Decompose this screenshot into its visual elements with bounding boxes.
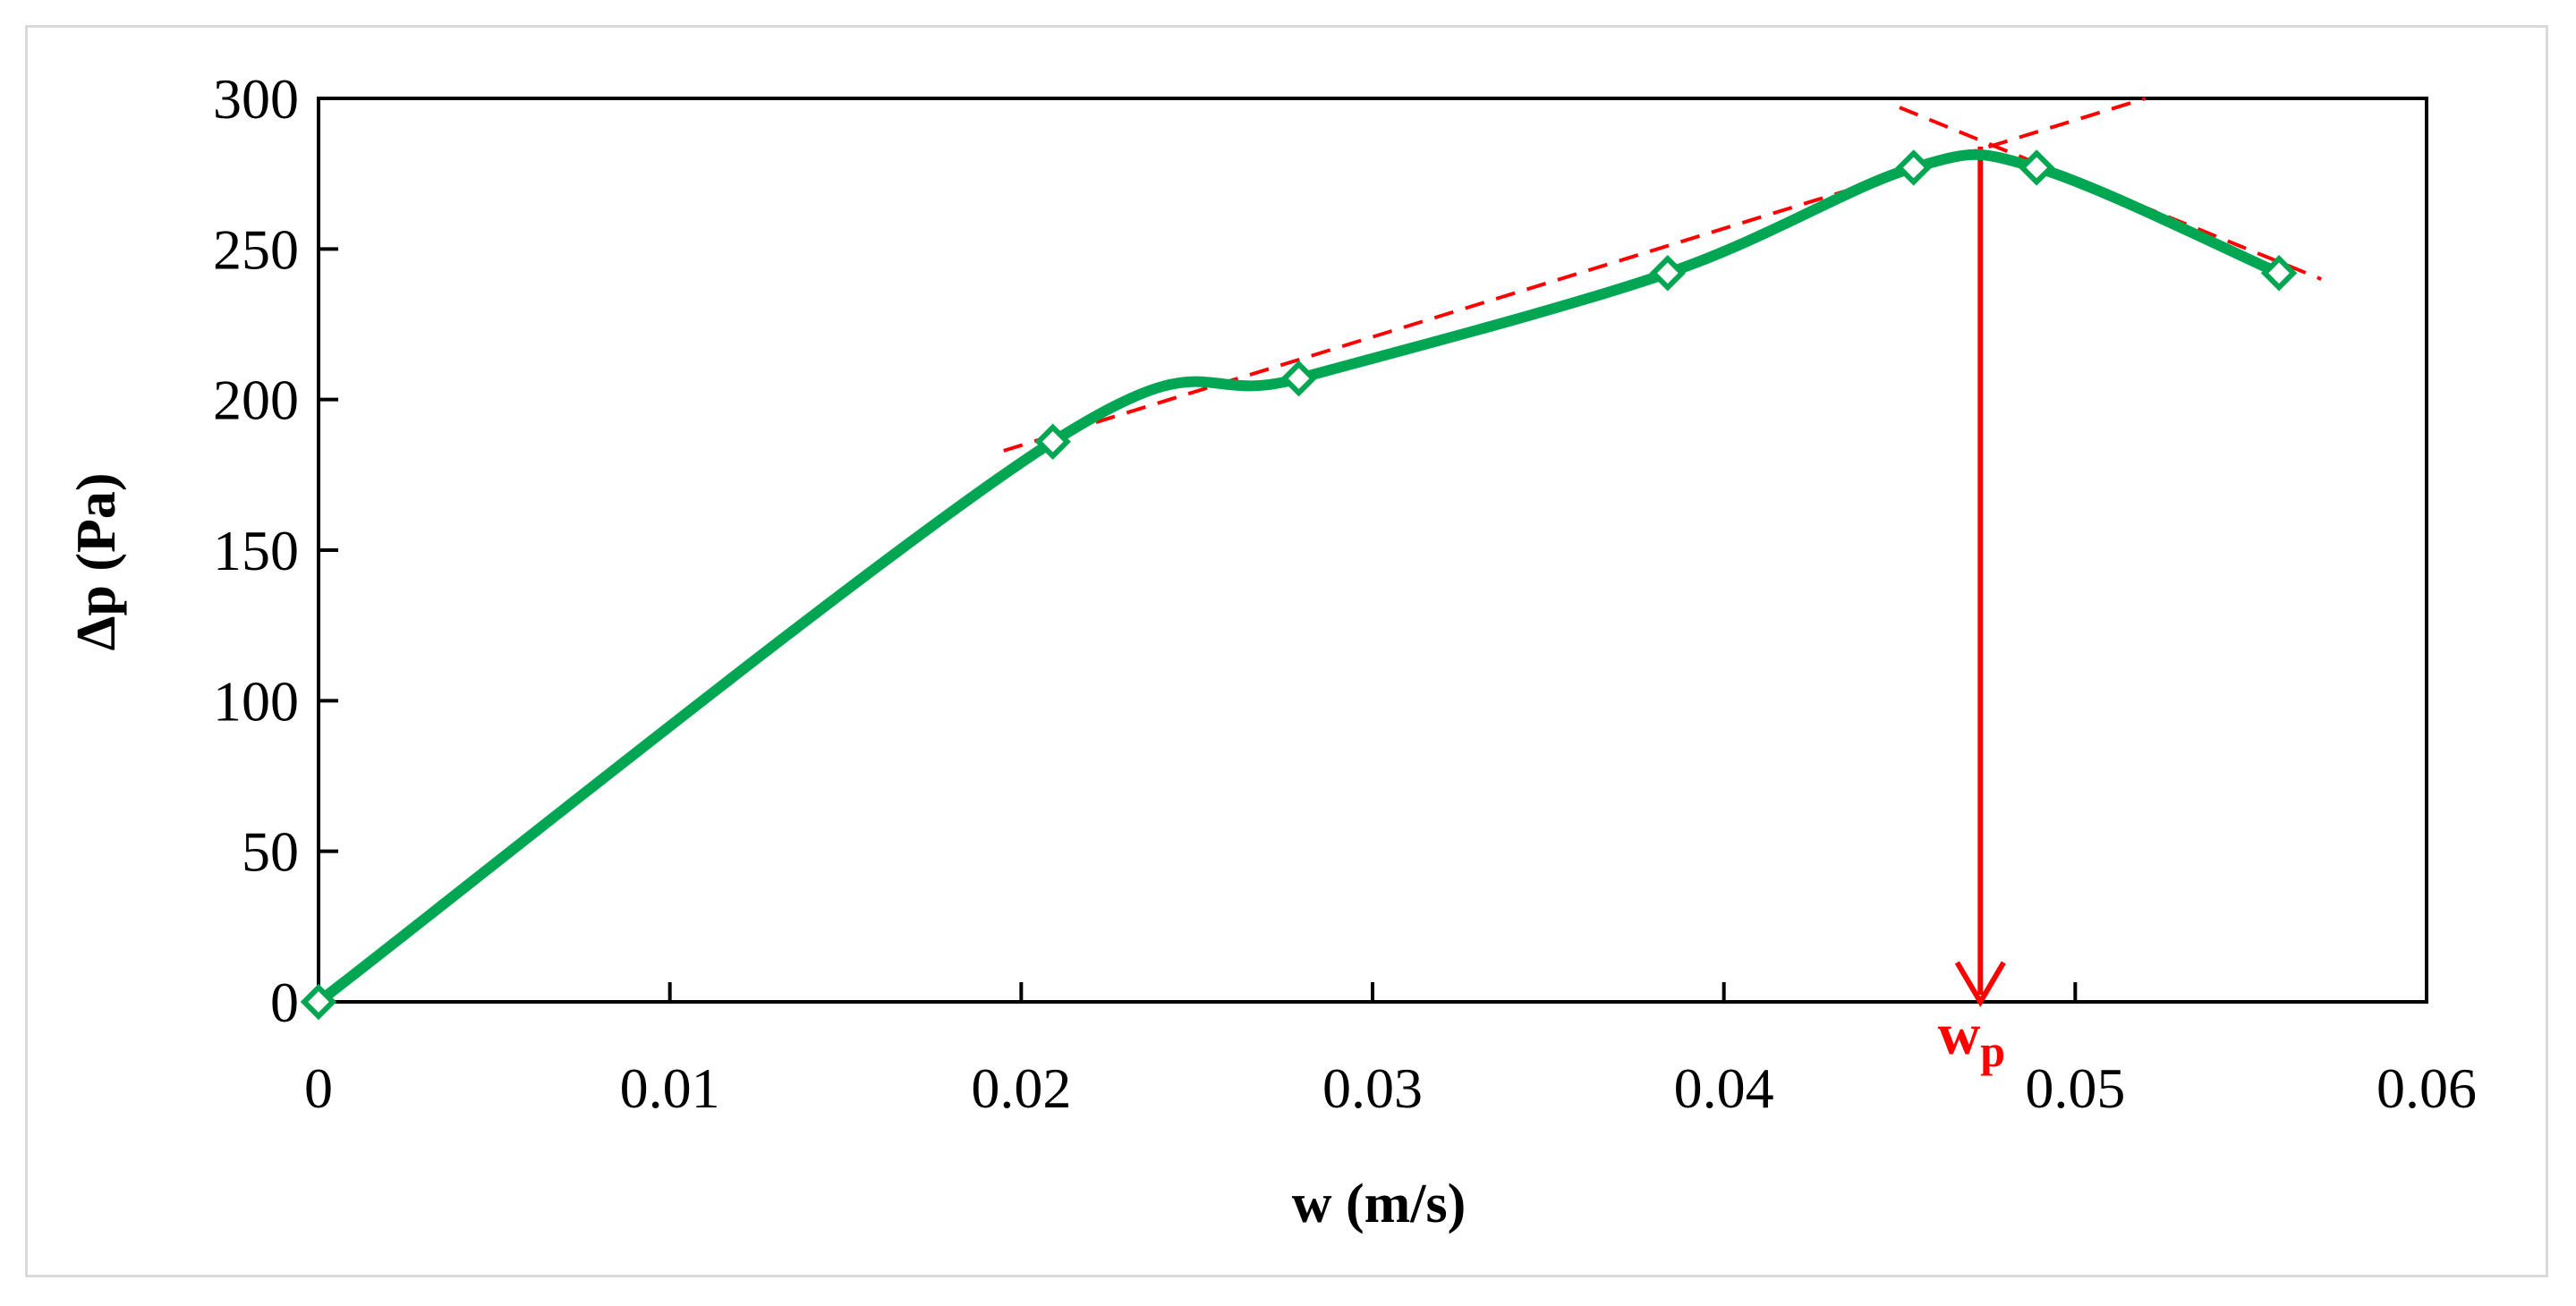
wp-label: wp <box>1938 1002 2005 1076</box>
data-point-marker <box>1895 149 1932 186</box>
wp-arrow-head <box>1954 961 2006 1007</box>
x-tick-label: 0.04 <box>1674 1056 1774 1120</box>
plot-area-border <box>317 97 2428 1004</box>
data-point-marker <box>2260 255 2298 292</box>
x-tick-label: 0 <box>304 1056 333 1120</box>
data-point-marker <box>1034 423 1071 461</box>
y-tick-label: 150 <box>213 519 299 582</box>
data-point-marker <box>1649 255 1687 292</box>
x-tick-label: 0.01 <box>620 1056 720 1120</box>
data-point-marker <box>1280 360 1317 397</box>
x-tick-label: 0.06 <box>2376 1056 2477 1120</box>
figure-frame <box>25 25 2548 1277</box>
y-tick-label: 300 <box>213 67 299 131</box>
wp-label-main: w <box>1938 1002 1981 1067</box>
dashed-trend-line <box>1003 97 2147 453</box>
y-axis-title: Δp (Pa) <box>66 472 127 650</box>
data-point-marker <box>300 983 337 1021</box>
x-axis-title: w (m/s) <box>1292 1174 1467 1234</box>
wp-label-subscript: p <box>1980 1026 2005 1076</box>
y-tick-label: 200 <box>213 369 299 432</box>
y-tick-label: 250 <box>213 217 299 281</box>
x-tick-label: 0.03 <box>1322 1056 1423 1120</box>
y-tick-label: 100 <box>213 669 299 733</box>
x-tick-label: 0.02 <box>971 1056 1071 1120</box>
data-point-marker <box>2018 149 2055 186</box>
series-line <box>313 148 2285 1007</box>
x-tick-label: 0.05 <box>2025 1056 2125 1120</box>
y-tick-label: 0 <box>270 971 299 1034</box>
y-tick-label: 50 <box>242 820 299 884</box>
